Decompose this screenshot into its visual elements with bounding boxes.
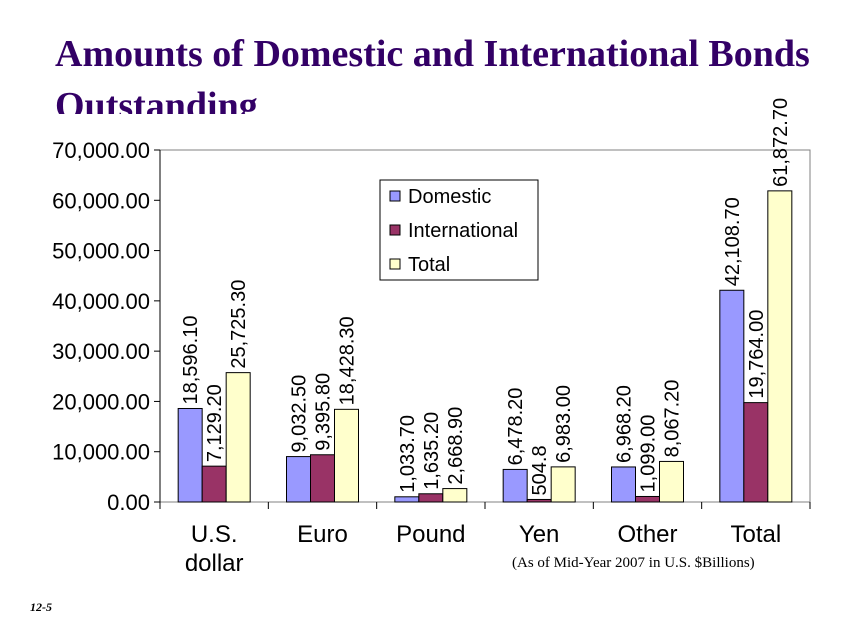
y-tick-label: 70,000.00 — [52, 138, 150, 163]
data-label: 7,129.20 — [204, 384, 226, 462]
x-tick-label: Yen — [519, 521, 560, 548]
data-label: 6,968.20 — [614, 385, 636, 463]
data-label: 1,033.70 — [397, 415, 419, 493]
bar-international — [635, 495, 660, 503]
legend-label: Domestic — [408, 186, 491, 208]
bar-total — [550, 466, 576, 503]
slide-number: 12-5 — [30, 600, 52, 614]
bar-domestic — [394, 496, 420, 503]
y-tick-label: 30,000.00 — [52, 339, 150, 364]
y-tick-label: 0.00 — [107, 490, 150, 515]
data-label: 8,067.20 — [662, 380, 684, 458]
bar-international — [201, 465, 227, 503]
data-label: 42,108.70 — [722, 197, 744, 286]
data-label: 1,099.00 — [638, 415, 660, 493]
bar-domestic — [177, 407, 203, 503]
data-label: 18,428.30 — [337, 316, 359, 405]
bar-domestic — [611, 466, 636, 503]
bar-total — [334, 408, 359, 503]
data-label: 9,395.80 — [313, 373, 335, 451]
legend-label: International — [408, 220, 518, 242]
data-label: 504.8 — [529, 445, 551, 495]
x-tick-label: Euro — [297, 521, 348, 548]
x-tick-label: Total — [730, 521, 781, 548]
bar-total — [767, 190, 793, 503]
x-tick-label: U.S. — [191, 521, 238, 548]
bar-international — [418, 493, 444, 503]
bar-international — [743, 402, 769, 503]
legend-swatch-domestic — [389, 190, 401, 202]
data-label: 25,725.30 — [228, 280, 250, 369]
bar-total — [442, 488, 468, 503]
data-label: 18,596.10 — [180, 316, 202, 405]
data-label: 6,983.00 — [553, 385, 575, 463]
bar-total — [659, 460, 684, 503]
bar-domestic — [286, 456, 311, 503]
x-tick-label: Other — [617, 521, 677, 548]
bar-domestic — [719, 289, 745, 503]
data-label: 9,032.50 — [289, 375, 311, 453]
y-tick-label: 10,000.00 — [52, 440, 150, 465]
bar-international — [310, 454, 335, 503]
bar-total — [225, 372, 251, 503]
data-label: 1,635.20 — [421, 412, 443, 490]
y-tick-label: 20,000.00 — [52, 389, 150, 414]
x-tick-label: Pound — [396, 521, 465, 548]
bar-domestic — [502, 468, 528, 503]
data-label: 61,872.70 — [770, 98, 792, 187]
chart-footnote: (As of Mid-Year 2007 in U.S. $Billions) — [512, 555, 755, 571]
bar-international — [526, 498, 552, 503]
y-tick-label: 50,000.00 — [52, 239, 150, 264]
data-label: 19,764.00 — [746, 310, 768, 399]
data-label: 2,668.90 — [445, 407, 467, 485]
legend-swatch-international — [389, 224, 401, 236]
y-tick-label: 60,000.00 — [52, 188, 150, 213]
y-tick-label: 40,000.00 — [52, 289, 150, 314]
x-tick-label: dollar — [185, 550, 244, 577]
data-label: 6,478.20 — [505, 388, 527, 466]
legend-box — [379, 179, 539, 281]
legend-swatch-total — [389, 258, 401, 270]
legend-label: Total — [408, 254, 450, 276]
slide-title: Amounts of Domestic and International Bo… — [55, 33, 810, 114]
